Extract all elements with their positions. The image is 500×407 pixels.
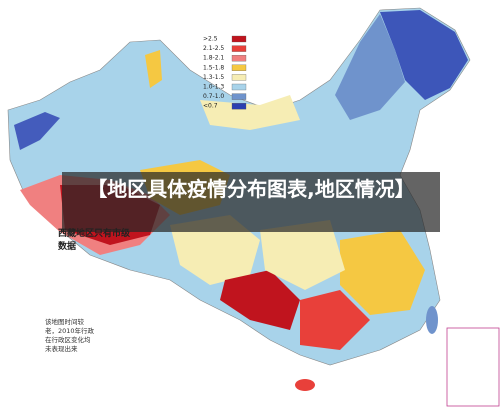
legend-swatch <box>231 55 247 62</box>
legend-label: >2.5 <box>203 36 218 43</box>
legend-swatch <box>231 103 247 110</box>
region-south-1 <box>220 270 300 330</box>
region-north-yellow <box>145 50 162 88</box>
region-sichuan <box>170 215 260 285</box>
region-northeast-2 <box>335 14 405 120</box>
legend-swatch <box>231 64 247 71</box>
legend: >2.5 2.1-2.5 1.8-2.1 1.5-1.8 1.3-1.5 1.0-1.3 0… <box>203 35 247 110</box>
region-taiwan <box>426 306 438 334</box>
title-overlay <box>62 172 440 232</box>
legend-swatch <box>231 93 247 100</box>
legend-label: 2.1-2.5 <box>203 45 224 52</box>
region-central <box>260 220 345 290</box>
legend-swatch <box>231 45 247 52</box>
legend-swatch <box>231 35 247 43</box>
region-inner-mongolia <box>200 95 300 130</box>
legend-swatch <box>231 83 247 91</box>
legend-label: 1.8-2.1 <box>203 55 224 62</box>
tibet-note: 西藏地区只有市级数据 <box>58 229 131 252</box>
region-hainan <box>295 379 315 391</box>
region-northeast <box>380 10 468 100</box>
map-note-line: 未表现出来 <box>45 344 78 353</box>
inset-frame <box>446 327 500 407</box>
legend-label: 1.3-1.5 <box>203 74 224 81</box>
region-southeast <box>340 230 425 315</box>
legend-label: 1.5-1.8 <box>203 64 224 71</box>
map-note-line: 该地图时间较 <box>45 317 85 326</box>
legend-label: 1.0-1.3 <box>203 84 224 91</box>
map-note-line: 在行政区变化均 <box>45 335 91 344</box>
region-south-2 <box>300 290 370 350</box>
map-note-line: 老，2010年行政 <box>45 326 95 335</box>
region-xinjiang-west <box>14 112 60 150</box>
legend-label: 0.7-1.0 <box>203 93 224 100</box>
title: 【地区具体疫情分布图表,地区情况】 <box>87 177 415 201</box>
legend-label: <0.7 <box>203 103 218 110</box>
legend-swatch <box>231 74 247 81</box>
